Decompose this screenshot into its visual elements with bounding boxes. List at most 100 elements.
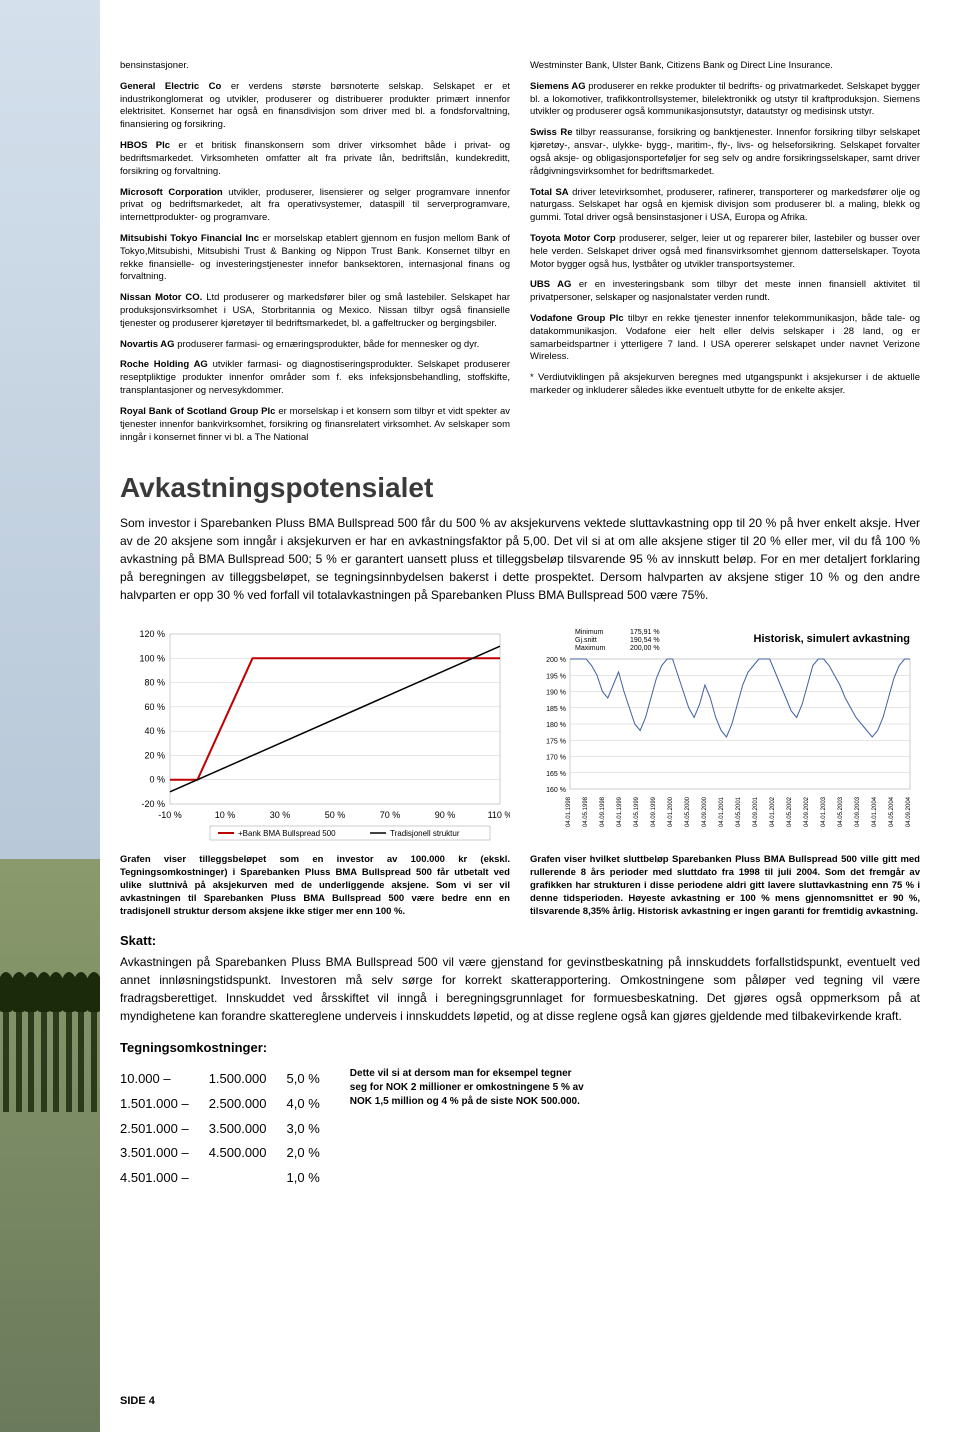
cost-row: 10.000 –1.501.000 –2.501.000 –3.501.000 … <box>120 1067 920 1190</box>
svg-text:10 %: 10 % <box>215 810 236 820</box>
page: bensinstasjoner. General Electric Co er v… <box>0 0 960 1432</box>
cost-cell: 1.501.000 – <box>120 1092 189 1117</box>
svg-text:165 %: 165 % <box>546 771 566 778</box>
company-paragraph: * Verdiutviklingen på aksjekurven beregn… <box>530 372 920 398</box>
svg-text:195 %: 195 % <box>546 674 566 681</box>
tegning-title: Tegningsomkostninger: <box>120 1040 920 1055</box>
section-title: Avkastningspotensialet <box>120 472 920 504</box>
svg-text:04.01.1999: 04.01.1999 <box>617 797 623 828</box>
svg-text:04.05.1998: 04.05.1998 <box>583 797 589 828</box>
skatt-title: Skatt: <box>120 933 920 948</box>
company-paragraph: Roche Holding AG utvikler farmasi- og di… <box>120 359 510 397</box>
svg-text:190 %: 190 % <box>546 690 566 697</box>
company-descriptions: bensinstasjoner. General Electric Co er v… <box>120 60 920 452</box>
svg-text:200,00 %: 200,00 % <box>630 645 660 652</box>
svg-text:04.09.2001: 04.09.2001 <box>753 797 759 828</box>
svg-text:04.01.2004: 04.01.2004 <box>872 797 878 828</box>
cost-cell: 3,0 % <box>287 1117 320 1142</box>
cost-cell: 10.000 – <box>120 1067 189 1092</box>
svg-text:04.05.2004: 04.05.2004 <box>889 797 895 828</box>
payoff-chart: 120 % 100 % 80 % 60 % 40 % 20 % 0 % -20 %-10 % 1… <box>120 624 510 918</box>
cost-cell: 2.500.000 <box>209 1092 267 1117</box>
svg-text:120 %: 120 % <box>139 629 165 639</box>
svg-text:Maximum: Maximum <box>575 645 606 652</box>
left-column: bensinstasjoner. General Electric Co er v… <box>120 60 510 452</box>
cost-cell: 3.501.000 – <box>120 1141 189 1166</box>
svg-text:100 %: 100 % <box>139 654 165 664</box>
company-paragraph: Swiss Re tilbyr reassuranse, forsikring … <box>530 127 920 178</box>
company-paragraph: bensinstasjoner. <box>120 60 510 73</box>
svg-text:04.09.2002: 04.09.2002 <box>804 797 810 828</box>
svg-text:20 %: 20 % <box>144 751 165 761</box>
skatt-text: Avkastningen på Sparebanken Pluss BMA Bu… <box>120 953 920 1025</box>
chart2-svg: Minimum175,91 %Gj.snitt190,54 %Maximum20… <box>530 624 920 844</box>
svg-text:0 %: 0 % <box>149 775 165 785</box>
company-paragraph: Westminster Bank, Ulster Bank, Citizens … <box>530 60 920 73</box>
cost-note: Dette vil si at dersom man for eksempel … <box>350 1067 590 1190</box>
intro-paragraph: Som investor i Sparebanken Pluss BMA Bul… <box>120 514 920 604</box>
chart1-caption: Grafen viser tilleggsbeløpet som en inve… <box>120 854 510 918</box>
svg-text:04.09.1998: 04.09.1998 <box>600 797 606 828</box>
sidebar-landscape-image <box>0 0 100 1432</box>
cost-cell: 4,0 % <box>287 1092 320 1117</box>
company-paragraph: Royal Bank of Scotland Group Plc er mors… <box>120 406 510 444</box>
company-paragraph: Vodafone Group Plc tilbyr en rekke tjene… <box>530 313 920 364</box>
company-paragraph: Toyota Motor Corp produserer, selger, le… <box>530 233 920 271</box>
cost-cell: 1.500.000 <box>209 1067 267 1092</box>
svg-text:04.01.2000: 04.01.2000 <box>668 797 674 828</box>
svg-text:180 %: 180 % <box>546 722 566 729</box>
historical-chart: Minimum175,91 %Gj.snitt190,54 %Maximum20… <box>530 624 920 918</box>
company-paragraph: Novartis AG produserer farmasi- og ernær… <box>120 339 510 352</box>
svg-text:04.09.1999: 04.09.1999 <box>651 797 657 828</box>
chart1-svg: 120 % 100 % 80 % 60 % 40 % 20 % 0 % -20 %-10 % 1… <box>120 624 510 844</box>
svg-text:110 %: 110 % <box>488 810 510 820</box>
cost-cell: 2,0 % <box>287 1141 320 1166</box>
svg-text:04.09.2004: 04.09.2004 <box>906 797 912 828</box>
svg-text:160 %: 160 % <box>546 787 566 794</box>
svg-text:50 %: 50 % <box>325 810 346 820</box>
cost-cell: 4.501.000 – <box>120 1166 189 1191</box>
svg-text:185 %: 185 % <box>546 706 566 713</box>
svg-text:40 %: 40 % <box>144 726 165 736</box>
right-column: Westminster Bank, Ulster Bank, Citizens … <box>530 60 920 452</box>
svg-text:-20 %: -20 % <box>141 799 165 809</box>
svg-text:170 %: 170 % <box>546 755 566 762</box>
svg-text:90 %: 90 % <box>435 810 456 820</box>
page-number: SIDE 4 <box>120 1395 155 1407</box>
svg-text:+Bank BMA Bullspread 500: +Bank BMA Bullspread 500 <box>238 829 336 838</box>
svg-text:04.05.2000: 04.05.2000 <box>685 797 691 828</box>
charts-row: 120 % 100 % 80 % 60 % 40 % 20 % 0 % -20 %-10 % 1… <box>120 624 920 918</box>
cost-cell: 5,0 % <box>287 1067 320 1092</box>
cost-cell: 1,0 % <box>287 1166 320 1191</box>
svg-text:04.01.2001: 04.01.2001 <box>719 797 725 828</box>
chart2-caption: Grafen viser hvilket sluttbeløp Spareban… <box>530 854 920 918</box>
svg-text:Minimum: Minimum <box>575 629 604 636</box>
svg-text:30 %: 30 % <box>270 810 291 820</box>
cost-cell: 4.500.000 <box>209 1141 267 1166</box>
svg-text:04.05.2002: 04.05.2002 <box>787 797 793 828</box>
svg-text:190,54 %: 190,54 % <box>630 637 660 644</box>
svg-text:60 %: 60 % <box>144 702 165 712</box>
svg-text:175 %: 175 % <box>546 739 566 746</box>
svg-text:175,91 %: 175,91 % <box>630 629 660 636</box>
svg-text:04.05.2001: 04.05.2001 <box>736 797 742 828</box>
svg-text:04.01.2002: 04.01.2002 <box>770 797 776 828</box>
company-paragraph: UBS AG er en investeringsbank som tilbyr… <box>530 279 920 305</box>
company-paragraph: Mitsubishi Tokyo Financial Inc er morsel… <box>120 233 510 284</box>
company-paragraph: HBOS Plc er et britisk finanskonsern som… <box>120 140 510 178</box>
svg-text:-10 %: -10 % <box>158 810 182 820</box>
svg-text:04.01.1998: 04.01.1998 <box>566 797 572 828</box>
svg-text:70 %: 70 % <box>380 810 401 820</box>
svg-text:200 %: 200 % <box>546 657 566 664</box>
svg-text:04.09.2000: 04.09.2000 <box>702 797 708 828</box>
svg-text:04.05.2003: 04.05.2003 <box>838 797 844 828</box>
company-paragraph: Siemens AG produserer en rekke produkter… <box>530 81 920 119</box>
company-paragraph: General Electric Co er verdens største b… <box>120 81 510 132</box>
company-paragraph: Nissan Motor CO. Ltd produserer og marke… <box>120 292 510 330</box>
cost-cell: 3.500.000 <box>209 1117 267 1142</box>
svg-text:04.05.1999: 04.05.1999 <box>634 797 640 828</box>
cost-table: 10.000 –1.501.000 –2.501.000 –3.501.000 … <box>120 1067 320 1190</box>
svg-text:04.09.2003: 04.09.2003 <box>855 797 861 828</box>
cost-cell: 2.501.000 – <box>120 1117 189 1142</box>
svg-text:80 %: 80 % <box>144 678 165 688</box>
